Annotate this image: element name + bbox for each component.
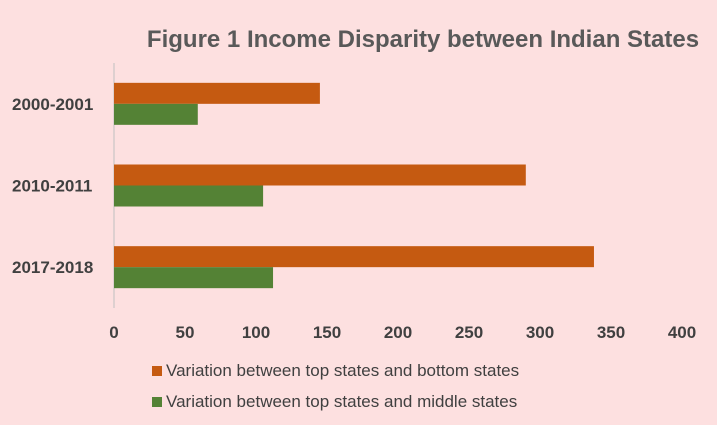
x-tick-label: 300 bbox=[526, 323, 554, 342]
bar-top-vs-bottom bbox=[114, 164, 526, 186]
x-tick-label: 50 bbox=[176, 323, 195, 342]
bar-top-vs-middle bbox=[114, 103, 198, 125]
bar-top-vs-middle bbox=[114, 185, 264, 207]
category-label: 2000-2001 bbox=[12, 95, 93, 114]
x-tick-label: 400 bbox=[668, 323, 696, 342]
category-label: 2017-2018 bbox=[12, 258, 93, 277]
chart-title: Figure 1 Income Disparity between Indian… bbox=[147, 26, 699, 53]
x-tick-label: 200 bbox=[384, 323, 412, 342]
legend-label: Variation between top states and bottom … bbox=[166, 361, 519, 380]
x-tick-label: 350 bbox=[597, 323, 625, 342]
legend-swatch bbox=[152, 366, 162, 376]
x-tick-label: 250 bbox=[455, 323, 483, 342]
x-tick-label: 100 bbox=[242, 323, 270, 342]
legend-label: Variation between top states and middle … bbox=[166, 392, 517, 411]
x-tick-label: 0 bbox=[109, 323, 118, 342]
bar-top-vs-bottom bbox=[114, 246, 594, 268]
bar-top-vs-bottom bbox=[114, 82, 320, 104]
category-label: 2010-2011 bbox=[12, 177, 92, 196]
bar-top-vs-middle bbox=[114, 267, 274, 289]
legend-swatch bbox=[152, 397, 162, 407]
x-tick-label: 150 bbox=[313, 323, 341, 342]
